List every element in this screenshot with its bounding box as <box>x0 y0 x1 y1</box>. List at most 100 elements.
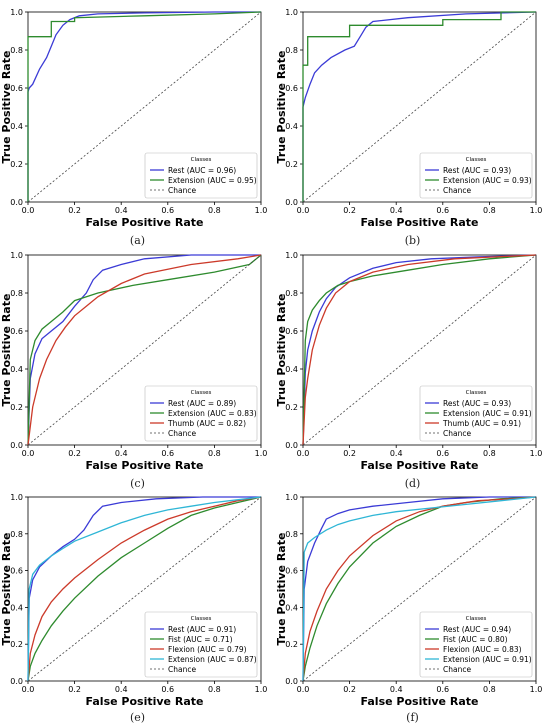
chart-0-ytick-label: 0.8 <box>10 46 23 55</box>
chart-0-legend-label: Extension (AUC = 0.95) <box>168 176 257 185</box>
caption-a: (a) <box>129 234 146 247</box>
chart-0-series-1-roc-curve <box>27 11 262 202</box>
chart-1-legend-label: Chance <box>443 186 471 195</box>
chart-2-xtick-label: 0.4 <box>115 449 128 458</box>
chart-4-xtick-label: 0.0 <box>22 685 35 694</box>
chart-3-series-2-roc-curve <box>302 254 537 446</box>
chart-4-series-2-roc-curve <box>27 496 262 682</box>
roc-panel-d: 0.0 0.2 0.4 0.6 0.8 1.0 0.0 0.2 0.4 0.6 0.8 1.0 Fals… <box>275 243 550 490</box>
chart-4-xlabel: False Positive Rate <box>86 695 204 708</box>
chart-2-ytick-label: 0.6 <box>10 327 23 336</box>
chart-0-xtick-label: 0.2 <box>68 206 81 215</box>
roc-chart-e: 0.0 0.2 0.4 0.6 0.8 1.0 0.0 0.2 0.4 0.6 0.8 1.0 Fals… <box>0 493 268 708</box>
chart-2-ytick-label: 0.0 <box>10 441 23 450</box>
roc-panel-e: 0.0 0.2 0.4 0.6 0.8 1.0 0.0 0.2 0.4 0.6 0.8 1.0 Fals… <box>0 485 275 727</box>
chart-5-legend-label: Fist (AUC = 0.80) <box>443 635 508 644</box>
chart-4-legend-label: Chance <box>168 665 196 674</box>
caption-b: (b) <box>404 234 421 247</box>
chart-3-legend-label: Extension (AUC = 0.91) <box>443 409 532 418</box>
chart-0-ytick-label: 0.2 <box>10 160 23 169</box>
chart-4-ylabel: True Positive Rate <box>0 533 13 646</box>
chart-0-xtick-label: 0.0 <box>22 206 35 215</box>
chart-1-xtick-label: 0.4 <box>390 206 403 215</box>
chart-4-series-1-roc-curve <box>27 496 262 682</box>
chart-2-xtick-label: 1.0 <box>255 449 268 458</box>
chart-3-xtick-label: 0.0 <box>297 449 310 458</box>
chart-1-legend-label: Rest (AUC = 0.93) <box>443 166 511 175</box>
chart-4-legend-label: Rest (AUC = 0.91) <box>168 625 236 634</box>
caption-d: (d) <box>404 477 421 490</box>
chart-5-legend-label: Flexion (AUC = 0.83) <box>443 645 522 654</box>
chart-5-ytick-label: 0.2 <box>285 640 298 649</box>
chart-0-xtick-label: 0.4 <box>115 206 128 215</box>
chart-4-legend-label: Fist (AUC = 0.71) <box>168 635 233 644</box>
chart-5-ytick-label: 0.6 <box>285 567 298 576</box>
chart-5-xlabel: False Positive Rate <box>361 695 479 708</box>
chart-2-legend-box <box>144 385 258 442</box>
chart-4-xtick-label: 0.8 <box>208 685 221 694</box>
chart-1-series-0-roc-curve <box>302 11 537 202</box>
roc-chart-d: 0.0 0.2 0.4 0.6 0.8 1.0 0.0 0.2 0.4 0.6 0.8 1.0 Fals… <box>275 251 543 472</box>
chart-0-legend-title: Classes <box>191 157 212 163</box>
chart-4-legend-label: Flexion (AUC = 0.79) <box>168 645 247 654</box>
chart-5-series-2-roc-curve <box>302 496 537 682</box>
chart-2-ytick-label: 0.8 <box>10 289 23 298</box>
chart-3-xtick-label: 0.8 <box>483 449 496 458</box>
chart-4-ytick-label: 0.8 <box>10 530 23 539</box>
chart-2-legend-label: Extension (AUC = 0.83) <box>168 409 257 418</box>
caption-e: (e) <box>129 711 146 724</box>
chart-4-xtick-label: 0.6 <box>161 685 174 694</box>
chart-4-xtick-label: 0.2 <box>68 685 81 694</box>
roc-chart-c: 0.0 0.2 0.4 0.6 0.8 1.0 0.0 0.2 0.4 0.6 0.8 1.0 Fals… <box>0 251 268 472</box>
chart-2-xlabel: False Positive Rate <box>86 459 204 472</box>
chart-5-plot-frame <box>302 496 537 682</box>
chart-1-ytick-label: 0.4 <box>285 122 298 131</box>
chart-3-legend-label: Chance <box>443 429 471 438</box>
chart-4-legend-label: Extension (AUC = 0.87) <box>168 655 257 664</box>
roc-panel-c: 0.0 0.2 0.4 0.6 0.8 1.0 0.0 0.2 0.4 0.6 0.8 1.0 Fals… <box>0 243 275 490</box>
chart-2-legend-title: Classes <box>191 390 212 396</box>
chart-0-legend-label: Chance <box>168 186 196 195</box>
roc-panel-f: 0.0 0.2 0.4 0.6 0.8 1.0 0.0 0.2 0.4 0.6 0.8 1.0 Fals… <box>275 485 550 727</box>
chart-4-plot-frame <box>27 496 262 682</box>
chart-1-xtick-label: 0.8 <box>483 206 496 215</box>
chart-3-ytick-label: 0.0 <box>285 441 298 450</box>
roc-panel-b: 0.0 0.2 0.4 0.6 0.8 1.0 0.0 0.2 0.4 0.6 0.8 1.0 Fals… <box>275 0 550 247</box>
caption-f: (f) <box>406 711 419 724</box>
roc-chart-f: 0.0 0.2 0.4 0.6 0.8 1.0 0.0 0.2 0.4 0.6 0.8 1.0 Fals… <box>275 493 542 708</box>
chart-3-ylabel: True Positive Rate <box>275 294 288 407</box>
chart-3-xtick-label: 1.0 <box>530 449 543 458</box>
chart-5-xtick-label: 0.2 <box>343 685 356 694</box>
chart-5-ytick-label: 0.4 <box>285 603 298 612</box>
chart-0-series-0-roc-curve <box>27 11 261 202</box>
chart-1-xtick-label: 1.0 <box>530 206 543 215</box>
chart-3-series-1-roc-curve <box>302 254 537 446</box>
chart-1-legend-title: Classes <box>466 157 487 163</box>
chart-3-legend-label: Rest (AUC = 0.93) <box>443 399 511 408</box>
chart-2-plot-frame <box>27 254 262 446</box>
caption-c: (c) <box>130 477 145 490</box>
chart-3-ytick-label: 0.8 <box>285 289 298 298</box>
chart-0-xlabel: False Positive Rate <box>86 216 204 229</box>
chart-5-ylabel: True Positive Rate <box>275 533 288 646</box>
chart-2-xtick-label: 0.0 <box>22 449 35 458</box>
chart-5-legend-label: Extension (AUC = 0.91) <box>443 655 532 664</box>
chart-5-series-0-roc-curve <box>302 496 536 682</box>
chart-2-xtick-label: 0.6 <box>161 449 174 458</box>
chart-2-series-1-roc-curve <box>27 254 262 446</box>
chart-5-legend-label: Rest (AUC = 0.94) <box>443 625 511 634</box>
chart-2-xtick-label: 0.2 <box>68 449 81 458</box>
chart-5-xtick-label: 0.6 <box>436 685 449 694</box>
chart-3-xtick-label: 0.6 <box>436 449 449 458</box>
chart-4-xtick-label: 0.4 <box>115 685 128 694</box>
chart-3-xtick-label: 0.2 <box>343 449 356 458</box>
chart-1-ytick-label: 0.6 <box>285 84 298 93</box>
chart-4-xtick-label: 1.0 <box>255 685 268 694</box>
chart-4-ytick-label: 1.0 <box>10 493 23 502</box>
chart-5-legend-title: Classes <box>466 616 487 622</box>
chart-0-ytick-label: 0.4 <box>10 122 23 131</box>
chart-5-series-3-roc-curve <box>302 496 537 682</box>
chart-5-ytick-label: 1.0 <box>285 493 298 502</box>
chart-4-ytick-label: 0.4 <box>10 603 23 612</box>
chart-5-xtick-label: 0.8 <box>483 685 496 694</box>
